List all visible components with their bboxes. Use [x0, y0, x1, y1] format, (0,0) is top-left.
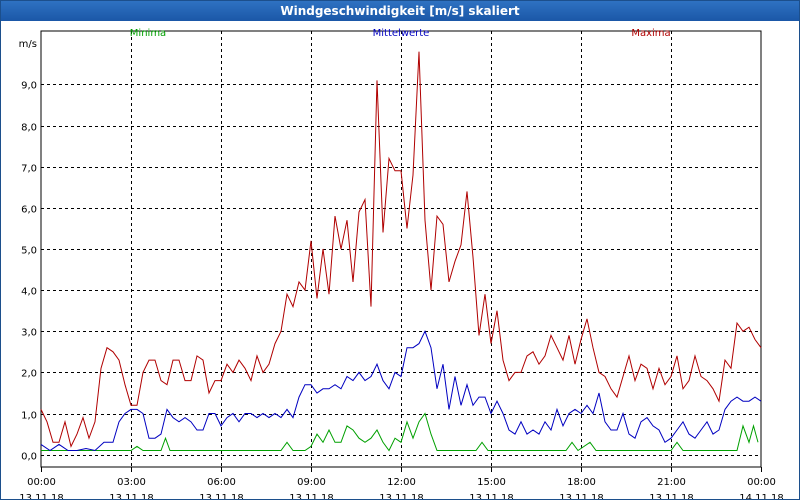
y-tick-label: 8,0	[21, 123, 37, 134]
x-tick-date: 13.11.18	[19, 493, 64, 499]
y-tick-label: 3,0	[21, 328, 37, 339]
x-tick-date: 13.11.18	[649, 493, 694, 499]
y-tick-label: 0,0	[21, 452, 37, 463]
series-line-minima	[41, 412, 759, 452]
x-tick-date: 13.11.18	[379, 493, 424, 499]
grid	[41, 31, 761, 467]
y-tick-label: 9,0	[21, 81, 37, 92]
legend-maxima: Maxima	[631, 28, 670, 39]
x-tick-date: 13.11.18	[289, 493, 334, 499]
y-tick-label: 5,0	[21, 246, 37, 257]
x-tick-date: 13.11.18	[469, 493, 514, 499]
x-tick-date: 13.11.18	[109, 493, 154, 499]
x-tick-time: 06:00	[207, 477, 236, 488]
y-tick-label: 7,0	[21, 164, 37, 175]
x-tick-time: 15:00	[477, 477, 506, 488]
x-tick-time: 00:00	[27, 477, 56, 488]
series-line-maxima	[40, 51, 762, 448]
series-lines	[40, 51, 762, 452]
axes: 0,0 1,0 2,0 3,0 4,0 5,0 6,0 7,0 8,0 9,0 m/s 00:00 13…	[19, 30, 784, 499]
x-tick-time: 21:00	[657, 477, 686, 488]
legend: Minima Mittelwerte Maxima	[130, 28, 671, 39]
y-tick-label: 1,0	[21, 411, 37, 422]
x-tick-time: 12:00	[387, 477, 416, 488]
x-tick-date: 14.11.18	[739, 493, 784, 499]
y-axis-label: m/s	[19, 39, 37, 50]
chart-svg: 0,0 1,0 2,0 3,0 4,0 5,0 6,0 7,0 8,0 9,0 m/s 00:00 13…	[19, 28, 784, 499]
x-tick-time: 09:00	[297, 477, 326, 488]
y-tick-label: 2,0	[21, 369, 37, 380]
y-tick-label: 4,0	[21, 287, 37, 298]
x-tick-time: 03:00	[117, 477, 146, 488]
series-line-mittelwerte	[40, 330, 762, 452]
legend-minima: Minima	[130, 28, 166, 39]
legend-mittelwerte: Mittelwerte	[373, 28, 430, 39]
y-tick-label: 6,0	[21, 205, 37, 216]
chart-title: Windgeschwindigkeit [m/s] skaliert	[1, 1, 799, 21]
x-tick-time: 00:00	[747, 477, 776, 488]
x-tick-date: 13.11.18	[199, 493, 244, 499]
x-tick-time: 18:00	[567, 477, 596, 488]
x-tick-date: 13.11.18	[559, 493, 604, 499]
